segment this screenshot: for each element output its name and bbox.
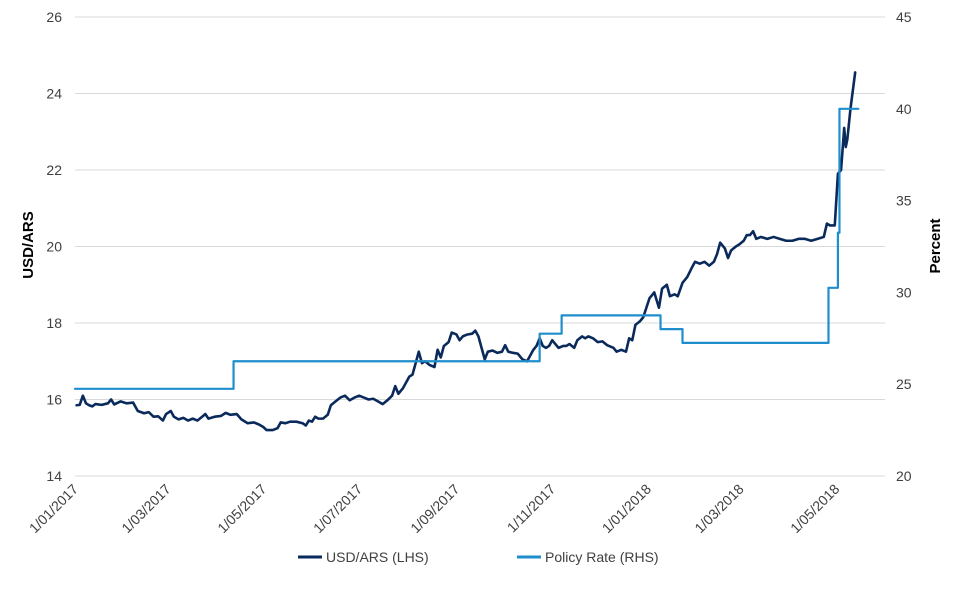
left-tick-label: 18 [46, 315, 62, 331]
x-tick-label: 1/07/2017 [310, 481, 366, 537]
left-tick-label: 20 [46, 239, 62, 255]
series-lines [73, 71, 860, 432]
x-tick-label: 1/01/2017 [26, 481, 82, 537]
x-tick-label: 1/03/2018 [691, 481, 747, 537]
x-tick-label: 1/11/2017 [504, 481, 559, 536]
right-tick-label: 25 [896, 376, 912, 392]
gridlines [75, 16, 885, 477]
left-axis-ticks: 14 16 18 20 22 24 26 [46, 9, 62, 484]
legend-label-usd-ars: USD/ARS (LHS) [326, 549, 429, 565]
right-axis-title: Percent [927, 218, 944, 273]
left-tick-label: 26 [46, 9, 62, 25]
left-axis-title: USD/ARS [20, 211, 37, 279]
x-tick-label: 1/05/2017 [214, 481, 270, 537]
left-tick-label: 22 [46, 162, 62, 178]
left-tick-label: 24 [46, 86, 62, 102]
policy-rate-line [73, 107, 860, 390]
right-tick-label: 40 [896, 101, 912, 117]
legend-label-policy-rate: Policy Rate (RHS) [545, 549, 659, 565]
right-tick-label: 20 [896, 468, 912, 484]
legend: USD/ARS (LHS) Policy Rate (RHS) [298, 549, 659, 565]
x-axis-ticks: 1/01/2017 1/03/2017 1/05/2017 1/07/2017 1/09… [26, 481, 843, 537]
right-tick-label: 45 [896, 9, 912, 25]
left-tick-label: 16 [46, 392, 62, 408]
x-tick-label: 1/05/2018 [787, 481, 843, 537]
usd-ars-line [75, 71, 857, 432]
x-tick-label: 1/01/2018 [599, 481, 655, 537]
right-tick-label: 35 [896, 193, 912, 209]
x-tick-label: 1/03/2017 [118, 481, 174, 537]
left-tick-label: 14 [46, 468, 62, 484]
right-tick-label: 30 [896, 284, 912, 300]
x-tick-label: 1/09/2017 [407, 481, 463, 537]
right-axis-ticks: 20 25 30 35 40 45 [896, 9, 912, 484]
